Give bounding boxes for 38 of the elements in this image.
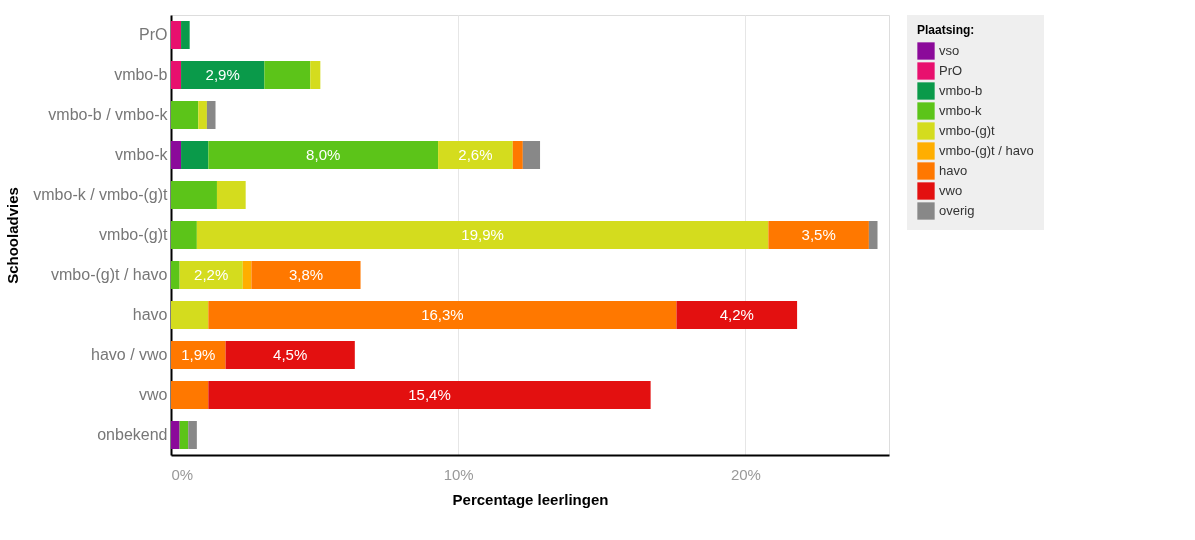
data-label: 8,0% bbox=[306, 146, 341, 163]
x-axis-title: Percentage leerlingen bbox=[452, 490, 609, 508]
data-label: 4,5% bbox=[273, 346, 308, 363]
y-tick-label: vmbo-(g)t bbox=[99, 226, 169, 243]
x-tick-label: 10% bbox=[443, 465, 474, 483]
data-label: 1,9% bbox=[181, 346, 216, 363]
data-label: 4,2% bbox=[719, 306, 754, 323]
data-label: 2,9% bbox=[205, 66, 240, 83]
legend-label: vmbo-(g)t / havo bbox=[939, 143, 1034, 158]
x-tick-label: 0% bbox=[171, 465, 194, 483]
x-tick-label: 20% bbox=[730, 465, 761, 483]
data-label: 3,8% bbox=[288, 266, 324, 283]
legend-label: vso bbox=[939, 43, 960, 58]
legend-label: vwo bbox=[939, 183, 963, 198]
data-label: 16,3% bbox=[421, 306, 464, 323]
y-tick-label: vmbo-k bbox=[115, 146, 169, 163]
y-tick-label: vmbo-k / vmbo-(g)t bbox=[33, 186, 169, 203]
y-tick-label: havo / vwo bbox=[91, 346, 168, 363]
legend-label: vmbo-b bbox=[939, 83, 983, 98]
legend-title: Plaatsing: bbox=[917, 23, 975, 37]
y-tick-label: vmbo-b / vmbo-k bbox=[48, 106, 169, 123]
legend-label: PrO bbox=[939, 63, 963, 78]
y-tick-label: vwo bbox=[139, 386, 168, 403]
legend-label: overig bbox=[939, 203, 975, 218]
data-label: 15,4% bbox=[408, 386, 451, 403]
y-axis-title: Schooladvies bbox=[4, 187, 22, 284]
data-label: 2,2% bbox=[194, 266, 229, 283]
y-tick-label: havo bbox=[132, 306, 168, 323]
y-tick-label: vmbo-b bbox=[114, 66, 168, 83]
legend-label: vmbo-k bbox=[939, 103, 983, 118]
y-tick-label: PrO bbox=[139, 26, 168, 43]
legend-label: havo bbox=[939, 163, 968, 178]
data-label: 3,5% bbox=[801, 226, 836, 243]
data-label: 19,9% bbox=[461, 226, 504, 243]
y-tick-label: vmbo-(g)t / havo bbox=[51, 266, 168, 283]
data-label: 2,6% bbox=[458, 146, 493, 163]
y-tick-label: onbekend bbox=[97, 426, 168, 443]
legend-label: vmbo-(g)t bbox=[939, 123, 996, 138]
